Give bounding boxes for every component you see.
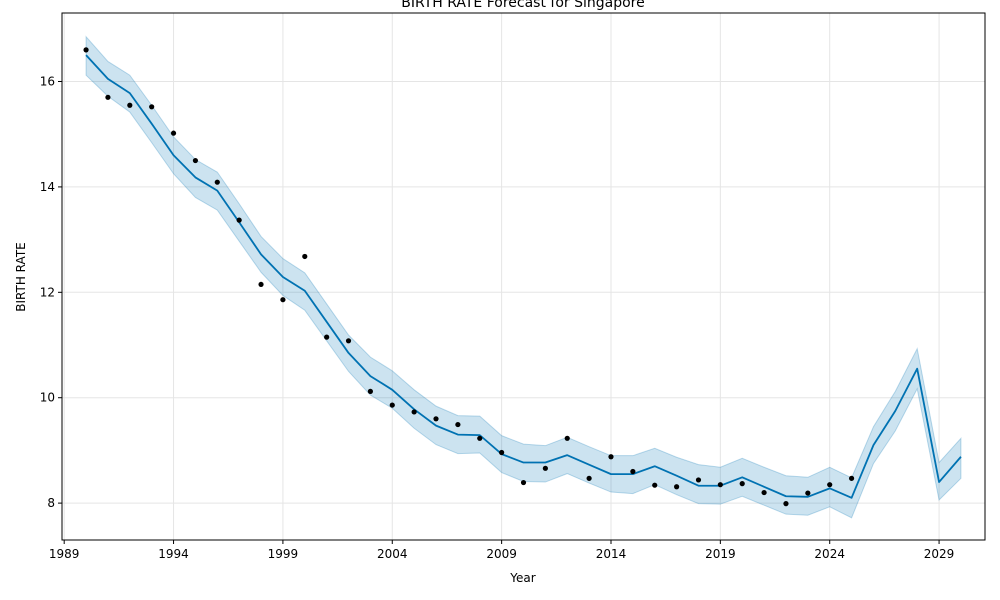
- observed-point: [411, 409, 417, 415]
- observed-point: [564, 435, 570, 441]
- observed-point: [389, 402, 395, 408]
- observed-point: [739, 481, 745, 487]
- observed-point: [236, 217, 242, 223]
- observed-points: [83, 47, 855, 507]
- y-tick-label: 10: [40, 391, 55, 405]
- observed-point: [630, 468, 636, 475]
- observed-point: [608, 454, 614, 460]
- forecast-series-line: [85, 54, 962, 499]
- uncertainty-band: [85, 35, 962, 519]
- confidence-band: [85, 35, 962, 519]
- observed-point: [367, 388, 373, 394]
- observed-point: [586, 475, 592, 481]
- x-tick-label: 1994: [158, 547, 189, 561]
- observed-point: [258, 281, 264, 288]
- x-tick-label: 2009: [486, 547, 517, 561]
- observed-point: [783, 501, 789, 507]
- x-tick-label: 1989: [49, 547, 80, 561]
- observed-point: [127, 102, 133, 108]
- y-tick-label: 12: [40, 285, 55, 299]
- x-tick-label: 1999: [268, 547, 299, 561]
- observed-point: [192, 157, 199, 164]
- plot-frame: [61, 12, 986, 541]
- observed-point: [324, 334, 330, 340]
- observed-point: [652, 482, 658, 488]
- y-tick-label: 8: [47, 496, 55, 510]
- observed-point: [433, 416, 439, 422]
- observed-point: [717, 482, 723, 488]
- observed-point: [302, 253, 308, 260]
- observed-point: [83, 47, 89, 53]
- observed-point: [827, 482, 833, 488]
- observed-point: [805, 490, 811, 496]
- x-tick-label: 2019: [705, 547, 736, 561]
- x-tick-label: 2004: [377, 547, 408, 561]
- observed-point: [214, 179, 220, 185]
- y-axis: 8 10 12 14 16: [40, 75, 62, 510]
- observed-point: [345, 338, 352, 344]
- observed-point: [280, 297, 286, 303]
- observed-point: [695, 477, 702, 483]
- y-axis-label: BIRTH RATE: [14, 242, 28, 311]
- grid: [62, 13, 985, 540]
- y-tick-label: 16: [40, 75, 55, 89]
- observed-point: [149, 104, 155, 110]
- observed-point: [455, 421, 461, 428]
- observed-point: [105, 94, 111, 100]
- observed-point: [477, 435, 483, 441]
- x-axis-label: Year: [509, 571, 535, 585]
- observed-point: [761, 489, 767, 496]
- observed-point: [170, 130, 177, 136]
- forecast-line: [85, 54, 962, 499]
- y-tick-label: 14: [40, 180, 55, 194]
- x-tick-label: 2014: [596, 547, 627, 561]
- observed-point: [520, 479, 527, 486]
- observed-point: [674, 484, 680, 490]
- x-tick-label: 2024: [814, 547, 845, 561]
- chart-title: BIRTH RATE Forecast for Singapore: [401, 0, 645, 11]
- observed-point: [848, 475, 855, 481]
- observed-point: [542, 465, 548, 471]
- observed-point: [499, 449, 505, 456]
- x-axis: 1989 1994 1999 2004 2009 2014 2019 2024 2029: [49, 540, 954, 561]
- x-tick-label: 2029: [924, 547, 955, 561]
